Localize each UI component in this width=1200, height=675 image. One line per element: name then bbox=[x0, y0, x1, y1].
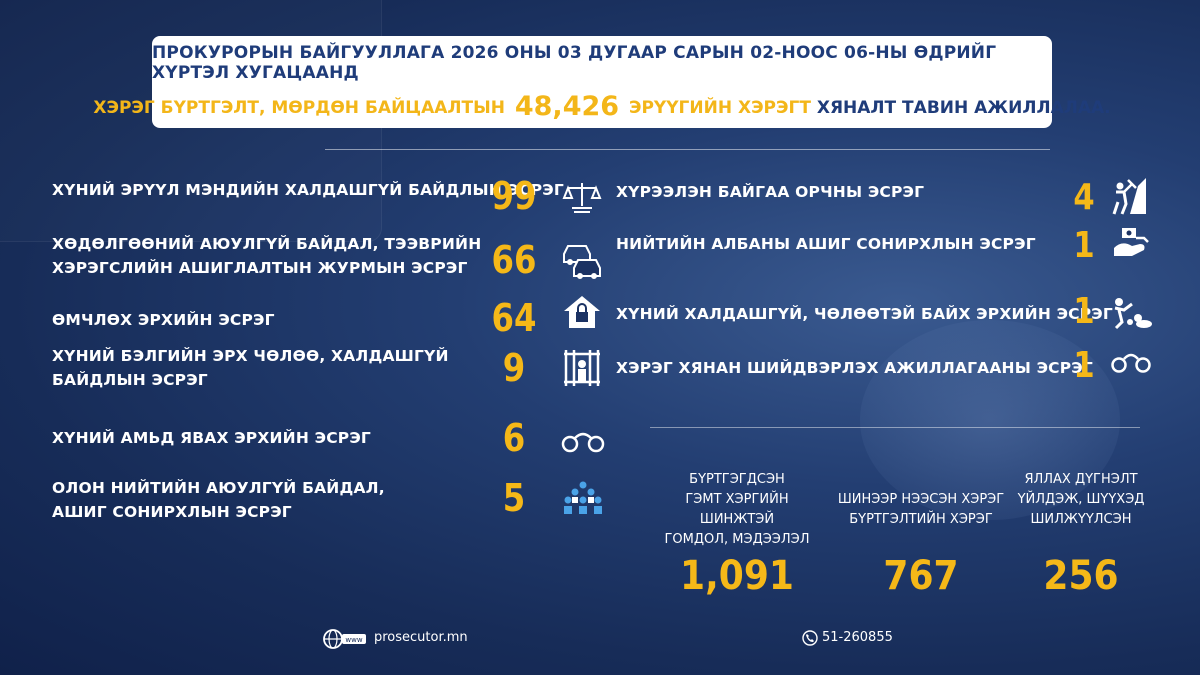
header-subtitle-part2: ЭРҮҮГИЙН ХЭРЭГТ bbox=[628, 97, 811, 118]
handcuffs-icon bbox=[1111, 353, 1151, 373]
stat-value: 256 bbox=[1043, 553, 1119, 599]
left-item-label: ХҮНИЙ ЭРҮҮЛ МЭНДИЙН ХАЛДАШГҮЙ БАЙДЛЫН ЭС… bbox=[52, 181, 564, 199]
stat-label: ШИНЭЭР НЭЭСЭН ХЭРЭГ БҮРТГЭЛТИЙН ХЭРЭГ bbox=[837, 492, 1005, 527]
stat-label: БҮРТГЭГДСЭН ГЭМТ ХЭРГИЙН ШИНЖТЭЙ ГОМДОЛ,… bbox=[664, 472, 810, 547]
scales-icon bbox=[562, 183, 602, 213]
left-item-value: 5 bbox=[502, 476, 526, 520]
stat-value: 1,091 bbox=[680, 553, 794, 599]
right-item-value: 1 bbox=[1073, 291, 1095, 332]
right-item-label: НИЙТИЙН АЛБАНЫ АШИГ СОНИРХЛЫН ЭСРЭГ bbox=[616, 235, 1036, 253]
header-title: ПРОКУРОРЫН БАЙГУУЛЛАГА 2026 ОНЫ 03 ДУГАА… bbox=[152, 42, 997, 83]
left-item-value: 6 bbox=[502, 416, 526, 460]
background-decoration-2 bbox=[860, 320, 1120, 520]
crowd-icon bbox=[564, 481, 602, 514]
left-item-label: ХҮНИЙ АМЬД ЯВАХ ЭРХИЙН ЭСРЭГ bbox=[52, 429, 371, 447]
right-item-label: ХҮНИЙ ХАЛДАШГҮЙ, ЧӨЛӨӨТЭЙ БАЙХ ЭРХИЙН ЭС… bbox=[616, 305, 1113, 323]
stat-label: ЯЛЛАХ ДҮГНЭЛТ ҮЙЛДЭЖ, ШҮҮХЭД ШИЛЖҮҮЛСЭН bbox=[1017, 472, 1145, 527]
header-subtitle-part1: ХЭРЭГ БҮРТГЭЛТ, МӨРДӨН БАЙЦААЛТЫН bbox=[93, 97, 505, 118]
right-item-value: 1 bbox=[1073, 225, 1095, 266]
mountain-pickaxe-icon bbox=[1112, 178, 1146, 215]
bribery-icon bbox=[1114, 228, 1149, 256]
left-item-value: 66 bbox=[491, 238, 537, 282]
cars-icon bbox=[563, 245, 601, 279]
header-total-number: 48,426 bbox=[514, 90, 620, 122]
stats-divider bbox=[650, 427, 1140, 428]
handcuffs-icon bbox=[561, 432, 605, 453]
footer-phone[interactable]: 51-260855 bbox=[822, 630, 893, 645]
house-lock-icon bbox=[564, 296, 600, 328]
right-item-value: 1 bbox=[1073, 345, 1095, 386]
svg-text:www: www bbox=[345, 636, 362, 644]
header-subtitle: ХЭРЭГ БҮРТГЭЛТ, МӨРДӨН БАЙЦААЛТЫН 48,426… bbox=[93, 91, 1110, 122]
left-item-label: ХӨДӨЛГӨӨНИЙ АЮУЛГҮЙ БАЙДАЛ, ТЭЭВРИЙН ХЭР… bbox=[52, 235, 482, 277]
prison-icon bbox=[564, 350, 600, 386]
www-globe-icon: www bbox=[323, 629, 366, 649]
left-item-value: 99 bbox=[491, 174, 537, 218]
left-item-label: ӨМЧЛӨХ ЭРХИЙН ЭСРЭГ bbox=[52, 311, 275, 329]
header-subtitle-part3: ХЯНАЛТ ТАВИН АЖИЛЛАЛАА. bbox=[816, 97, 1111, 118]
header-divider bbox=[325, 149, 1050, 150]
phone-icon bbox=[802, 630, 818, 646]
left-item-value: 64 bbox=[491, 296, 537, 340]
header-banner: ПРОКУРОРЫН БАЙГУУЛЛАГА 2026 ОНЫ 03 ДУГАА… bbox=[93, 36, 1111, 128]
left-item-value: 9 bbox=[502, 346, 526, 390]
stat-value: 767 bbox=[883, 553, 959, 599]
footer-website[interactable]: prosecutor.mn bbox=[374, 630, 468, 645]
right-item-value: 4 bbox=[1073, 177, 1095, 218]
assault-icon bbox=[1114, 298, 1152, 330]
left-item-label: ОЛОН НИЙТИЙН АЮУЛГҮЙ БАЙДАЛ, АШИГ СОНИРХ… bbox=[52, 479, 385, 521]
right-item-label: ХЭРЭГ ХЯНАН ШИЙДВЭРЛЭХ АЖИЛЛАГААНЫ ЭСРЭГ bbox=[616, 359, 1093, 377]
right-item-label: ХҮРЭЭЛЭН БАЙГАА ОРЧНЫ ЭСРЭГ bbox=[616, 183, 925, 201]
left-item-label: ХҮНИЙ БЭЛГИЙН ЭРХ ЧӨЛӨӨ, ХАЛДАШГҮЙ БАЙДЛ… bbox=[52, 347, 449, 389]
